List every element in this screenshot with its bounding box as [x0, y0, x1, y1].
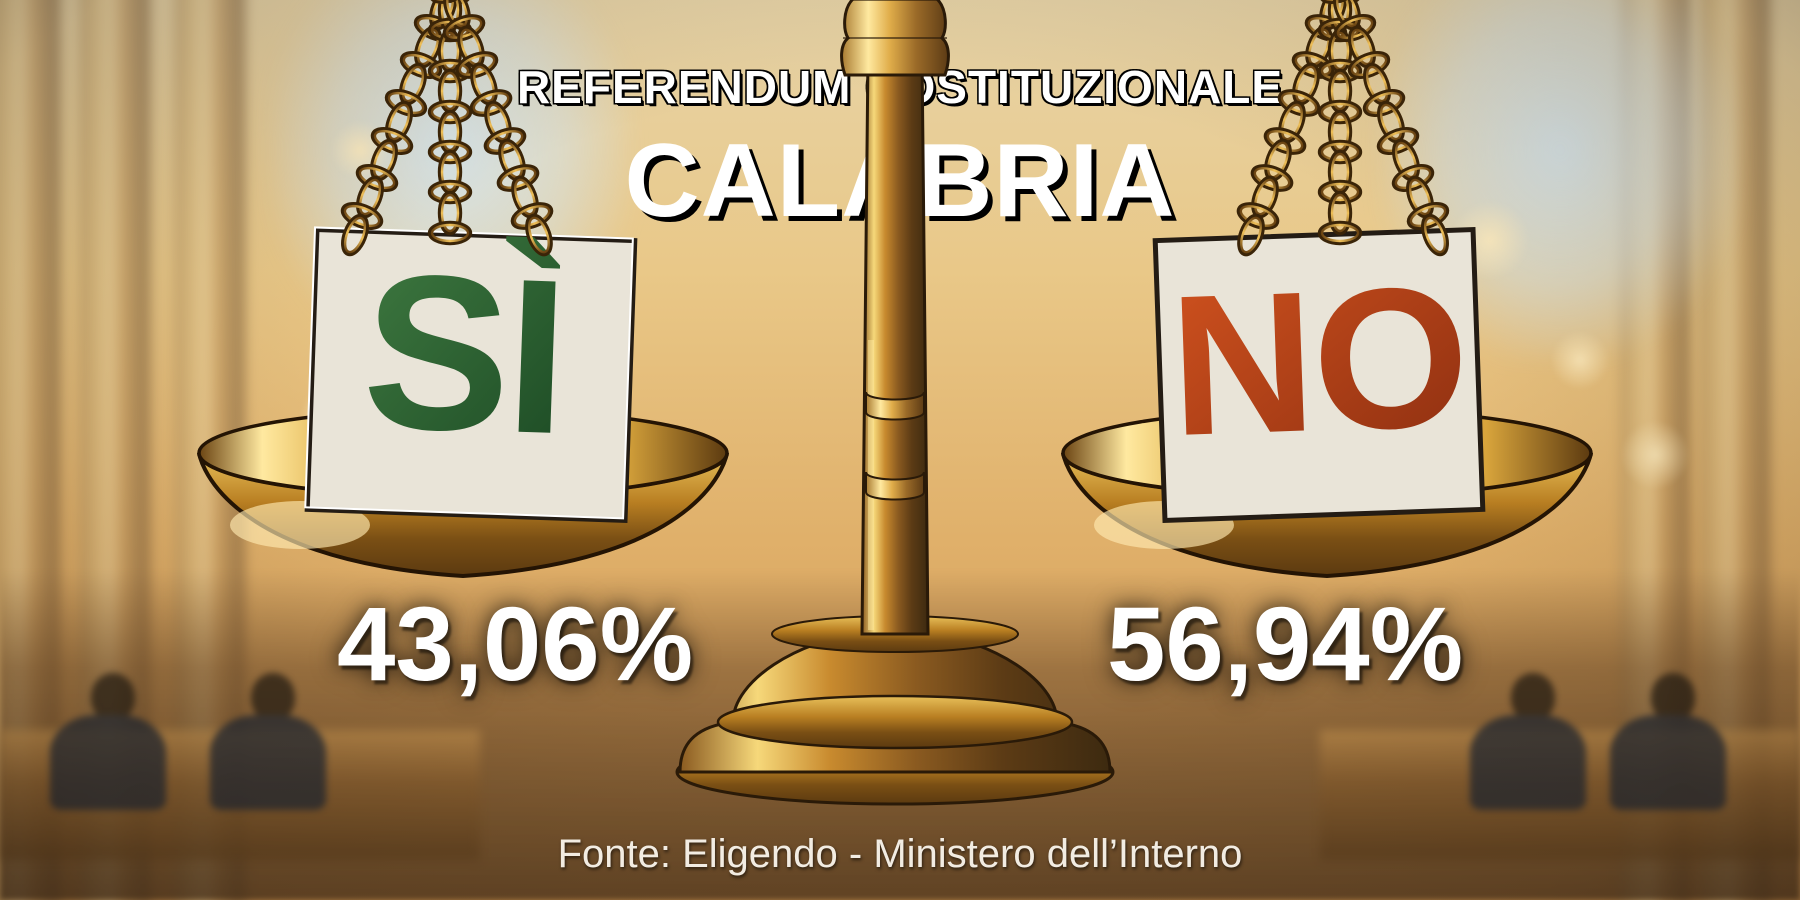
svg-text:SÌ: SÌ	[360, 227, 568, 480]
svg-text:NO: NO	[1167, 245, 1471, 478]
